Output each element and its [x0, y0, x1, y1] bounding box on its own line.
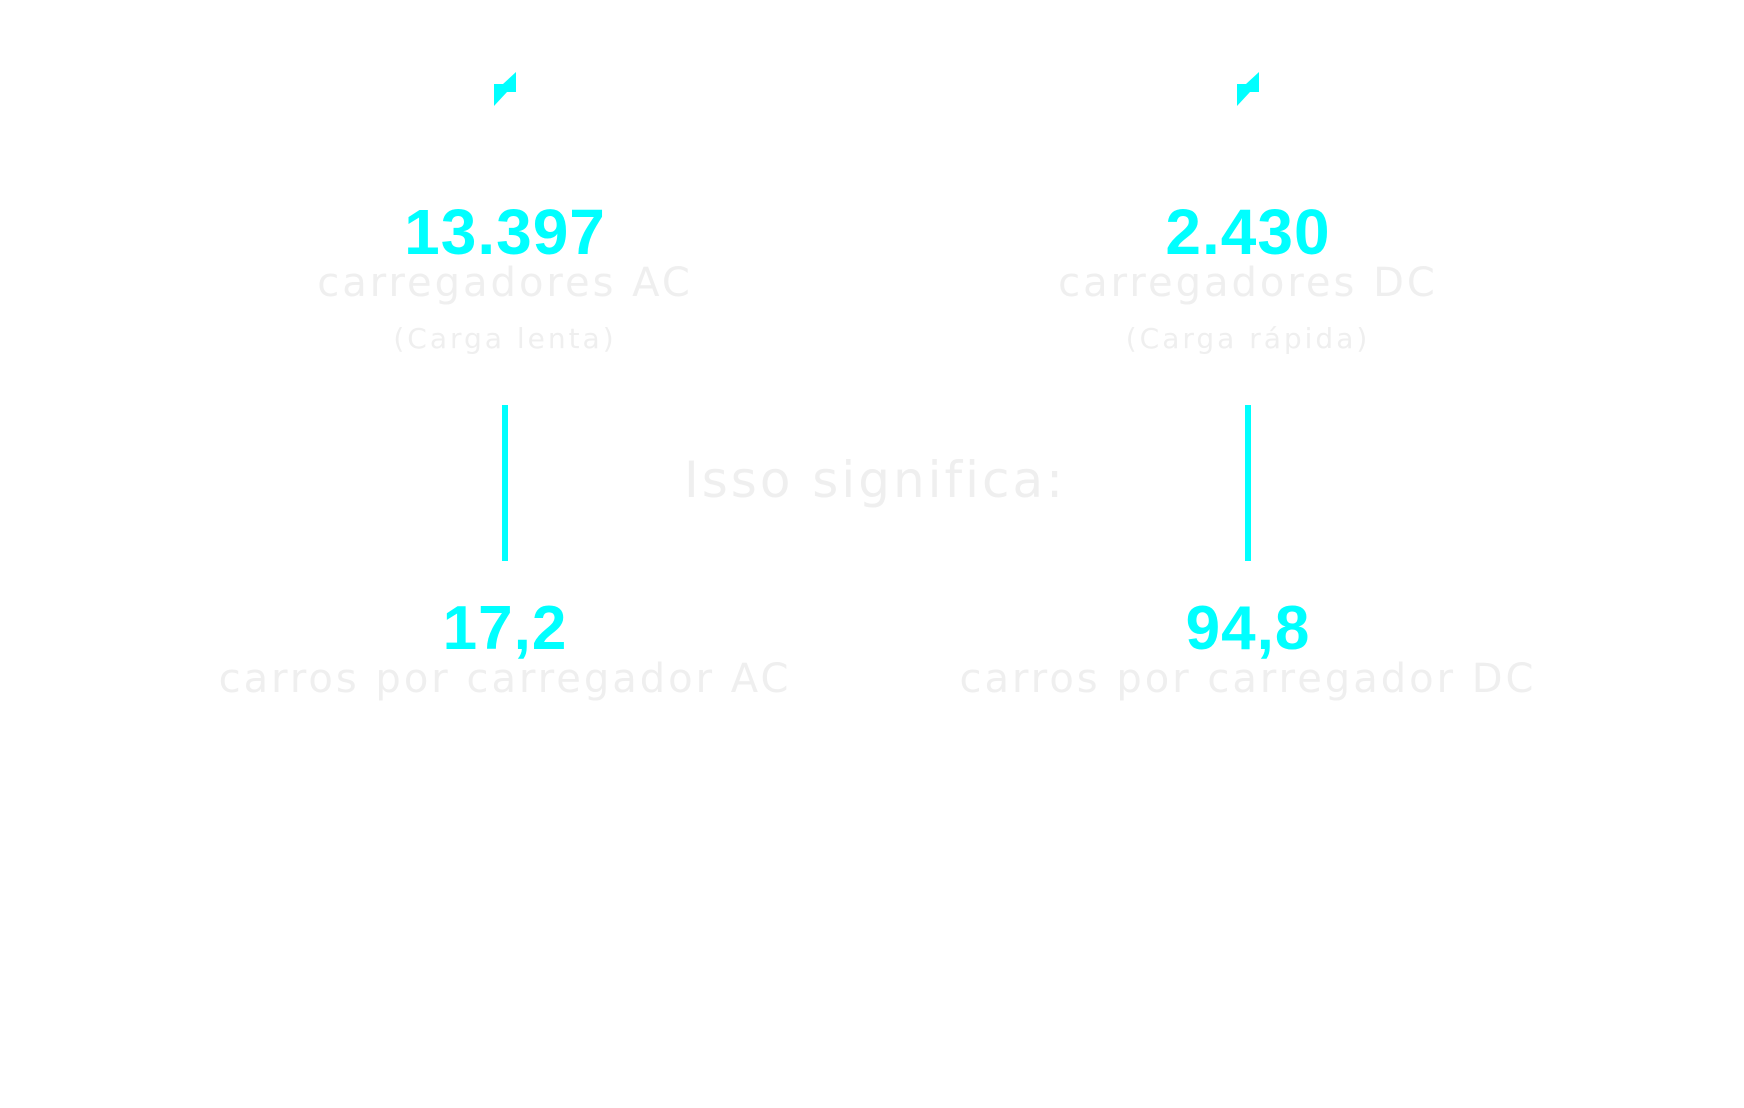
dc-cars-per-charger: 94,8 [1185, 594, 1311, 663]
lightning-bolt-icon [1237, 72, 1259, 106]
center-title: Isso significa: [683, 451, 1067, 509]
dc-charger-label: carregadores DC [1058, 260, 1438, 306]
dc-charger-sublabel: (Carga rápida) [1125, 322, 1371, 355]
ac-charger-count: 13.397 [404, 196, 606, 268]
lightning-bolt-icon [494, 72, 516, 106]
divider-line [1245, 405, 1251, 561]
dc-charger-count: 2.430 [1165, 196, 1331, 268]
ac-cars-per-charger-label: carros por carregador AC [218, 656, 792, 702]
dc-cars-per-charger-label: carros por carregador DC [959, 656, 1537, 702]
ac-charger-label: carregadores AC [317, 260, 693, 306]
divider-line [502, 405, 508, 561]
ac-cars-per-charger: 17,2 [442, 594, 568, 663]
ac-charger-sublabel: (Carga lenta) [393, 322, 617, 355]
